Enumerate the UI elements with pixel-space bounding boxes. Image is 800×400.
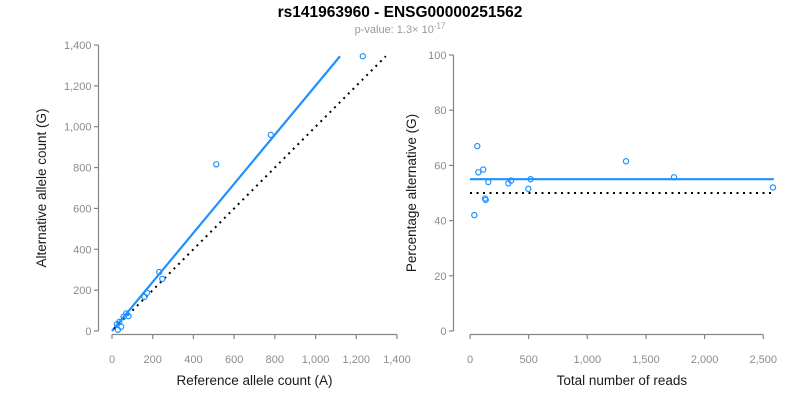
y-tick-label: 20 [434,271,446,283]
data-point [359,53,366,60]
x-tick-label: 200 [144,354,162,366]
x-tick-label: 2,000 [691,354,719,366]
data-point [485,178,492,186]
x-axis-title: Total number of reads [557,373,688,388]
y-tick-label: 100 [428,50,446,62]
x-tick-label: 1,000 [574,354,602,366]
pvalue-subtitle: p-value: 1.3× 10-17 [0,21,800,36]
y-axis-title: Alternative allele count (G) [34,108,49,267]
data-point [507,177,515,184]
data-point [480,166,487,173]
data-point [143,289,151,296]
x-tick-label: 800 [266,354,284,366]
data-point [213,161,220,168]
y-tick-label: 0 [440,326,446,338]
y-tick-label: 1,000 [64,122,92,134]
pvalue-exponent: -17 [433,21,446,31]
fit-line [111,55,341,332]
y-tick-label: 40 [434,216,446,228]
y-tick-label: 1,400 [64,40,92,52]
data-point [117,323,125,330]
data-point [156,268,163,276]
x-axis-title: Reference allele count (A) [176,373,332,388]
y-tick-label: 600 [73,203,91,215]
y-tick-label: 1,200 [64,81,92,93]
x-tick-label: 2,500 [749,354,777,366]
data-point [474,142,481,150]
data-point [527,175,534,183]
data-point [114,326,122,333]
x-tick-label: 600 [225,354,243,366]
data-point [769,184,777,191]
data-point [525,185,532,193]
x-tick-label: 0 [467,354,473,366]
data-point [475,169,482,176]
data-point [670,174,678,181]
pvalue-text: p-value: 1.3× 10 [354,24,434,36]
x-tick-label: 400 [184,354,202,366]
y-tick-label: 80 [434,105,446,117]
y-tick-label: 800 [73,163,91,175]
data-point [471,211,478,219]
x-tick-label: 1,000 [302,354,330,366]
data-point [125,312,132,320]
data-point [159,275,166,283]
y-axis-title: Percentage alternative (G) [404,114,419,272]
x-tick-label: 500 [519,354,537,366]
x-tick-label: 1,400 [383,354,411,366]
subplot-percentage-vs-reads: 0 500 1,000 1,500 2,000 2,500 0 20 40 60 80 100 Tota… [404,50,777,388]
data-point [622,158,630,165]
y-tick-label: 60 [434,160,446,172]
data-point [482,196,489,204]
identity-line [113,55,387,330]
x-tick-label: 1,500 [632,354,660,366]
y-tick-label: 0 [85,326,91,338]
x-tick-label: 0 [109,354,115,366]
y-tick-label: 200 [73,285,91,297]
data-point [267,131,274,139]
y-tick-label: 400 [73,244,91,256]
x-tick-label: 1,200 [343,354,371,366]
figure-title: rs141963960 - ENSG00000251562 [277,4,523,21]
subplot-allele-counts: 0 200 400 600 800 1,000 1,200 1,400 0 200 400 600 80… [34,40,411,388]
